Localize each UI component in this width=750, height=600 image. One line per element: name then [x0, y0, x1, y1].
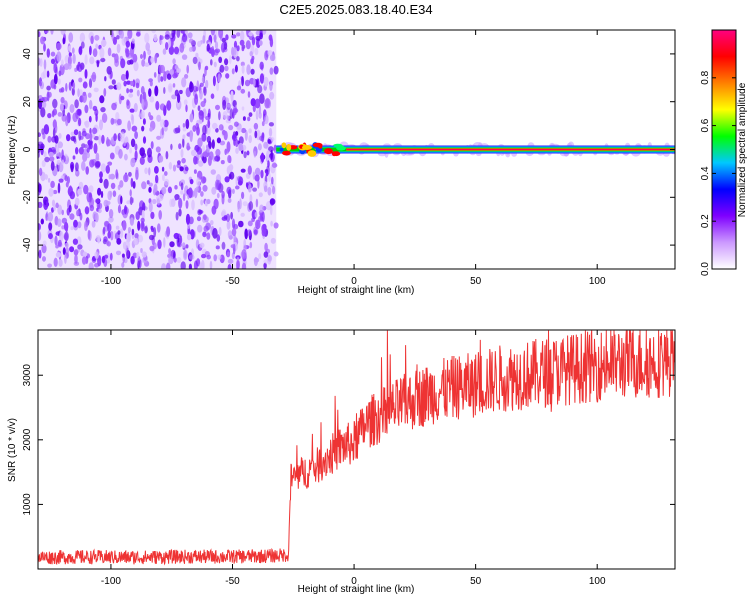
spectrogram-y-tick-label: 20	[22, 96, 33, 108]
spectrogram-x-ticks: -100 -50 0 50 100	[101, 30, 606, 287]
colorbar-tick-label: 0.2	[700, 214, 711, 228]
snr-y-tick-label: 1000	[22, 493, 33, 516]
colorbar: 0.0 0.2 0.4 0.6 0.8 Normalized spectral ampl…	[700, 29, 748, 276]
snr-x-tick-label: -50	[225, 576, 240, 587]
spectrogram-x-tick-label: 50	[470, 276, 482, 287]
colorbar-tick-label: 0.6	[700, 118, 711, 132]
spectrogram-x-tick-label: 0	[351, 276, 357, 287]
spectrogram-x-label: Height of straight line (km)	[298, 285, 415, 296]
snr-frame	[37, 329, 676, 570]
snr-y-tick-label: 2000	[22, 428, 33, 451]
figure-title: C2E5.2025.083.18.40.E34	[279, 2, 432, 17]
snr-x-tick-label: -100	[101, 576, 121, 587]
snr-x-tick-label: 0	[351, 576, 357, 587]
snr-x-tick-label: 100	[589, 576, 606, 587]
snr-y-label: SNR (10 * v/v)	[7, 418, 18, 482]
spectrogram-y-label: Frequency (Hz)	[7, 116, 18, 185]
signal-band	[273, 141, 675, 158]
colorbar-gradient	[711, 29, 737, 270]
colorbar-label: Normalized spectral amplitude	[737, 82, 748, 217]
spectrogram-y-tick-label: 40	[22, 48, 33, 60]
snr-x-label: Height of straight line (km)	[298, 584, 415, 595]
spectrogram-x-tick-label: -100	[101, 276, 121, 287]
snr-y-ticks: 1000 2000 3000	[22, 364, 675, 516]
spectrogram-x-tick-label: 100	[589, 276, 606, 287]
snr-y-tick-label: 3000	[22, 364, 33, 387]
spectrogram-y-tick-label: 0	[22, 146, 33, 152]
colorbar-tick-label: 0.0	[700, 262, 711, 276]
snr-x-tick-label: 50	[470, 576, 482, 587]
colorbar-tick-label: 0.8	[700, 70, 711, 84]
snr-series-line	[38, 330, 675, 566]
spectrogram-y-ticks: -40 -20 0 20 40	[22, 48, 675, 252]
spectrogram-image	[38, 30, 675, 269]
noise-speckles	[38, 30, 279, 269]
snr-panel: -100 -50 0 50 100 1000 2000 3000 Height of str…	[7, 329, 676, 595]
snr-x-ticks: -100 -50 0 50 100	[101, 330, 606, 587]
colorbar-ticks: 0.0 0.2 0.4 0.6 0.8	[700, 70, 736, 276]
spectrogram-y-tick-label: -20	[22, 190, 33, 205]
colorbar-tick-label: 0.4	[700, 166, 711, 180]
spectrogram-y-tick-label: -40	[22, 237, 33, 252]
spectrogram-panel: -100 -50 0 50 100 -40 -20 0 20 40 Height of stra…	[7, 29, 676, 296]
spectrogram-x-tick-label: -50	[225, 276, 240, 287]
